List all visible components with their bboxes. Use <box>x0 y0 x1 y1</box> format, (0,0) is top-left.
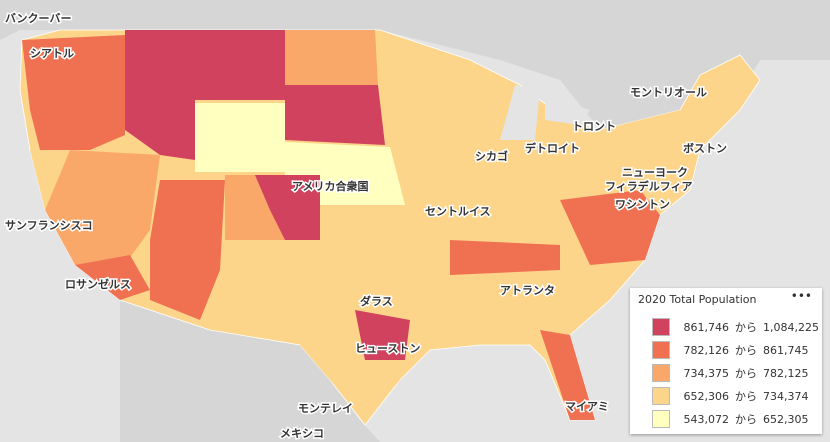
city-label: ロサンゼルス <box>65 277 131 291</box>
city-label: ワシントン <box>615 198 670 211</box>
legend: 2020 Total Population ••• 861,746 から 1,084… <box>630 288 822 434</box>
mexico <box>120 300 380 442</box>
region <box>150 180 225 320</box>
legend-row: 734,375 から 782,125 <box>652 362 809 384</box>
city-label: デトロイト <box>525 141 580 155</box>
region <box>30 150 70 210</box>
legend-to: 782,125 <box>763 366 809 380</box>
legend-from: 861,746 <box>683 320 730 334</box>
region <box>195 103 285 172</box>
city-label: ダラス <box>360 294 393 308</box>
legend-sep: から <box>735 413 757 426</box>
legend-sep: から <box>735 344 757 357</box>
city-label: マイアミ <box>565 400 609 413</box>
region <box>600 110 700 170</box>
region <box>390 70 475 145</box>
legend-sep: から <box>735 321 757 334</box>
legend-from: 543,072 <box>683 412 730 426</box>
region <box>285 30 378 85</box>
region <box>125 30 285 160</box>
legend-row: 861,746 から 1,084,225 <box>652 316 819 338</box>
legend-to: 734,374 <box>763 389 809 403</box>
city-label: サンフランシスコ <box>5 219 93 232</box>
legend-sep: から <box>735 367 757 380</box>
region <box>450 240 560 275</box>
legend-to: 861,745 <box>763 343 809 357</box>
legend-swatch <box>652 387 670 405</box>
city-label: バンクーバー <box>5 12 71 25</box>
lake <box>545 95 590 125</box>
region <box>22 35 125 150</box>
legend-swatch <box>652 318 670 336</box>
region <box>285 142 405 205</box>
city-label: アメリカ合衆国 <box>292 179 368 193</box>
legend-swatch <box>652 341 670 359</box>
city-label: フィラデルフィア <box>605 179 693 193</box>
legend-title: 2020 Total Population <box>638 293 757 306</box>
city-label: ヒューストン <box>355 342 420 355</box>
legend-swatch <box>652 410 670 428</box>
legend-row: 652,306 から 734,374 <box>652 385 809 407</box>
region <box>45 150 160 285</box>
legend-from: 734,375 <box>683 366 730 380</box>
legend-from: 652,306 <box>683 389 730 403</box>
city-label: ボストン <box>683 141 727 155</box>
city-label: セントルイス <box>425 205 491 218</box>
region <box>560 190 660 265</box>
legend-row: 782,126 から 861,745 <box>652 339 809 361</box>
city-label: トロント <box>572 120 616 133</box>
city-label: モンテレイ <box>298 402 353 415</box>
region <box>75 255 150 300</box>
city-label: アトランタ <box>500 284 555 297</box>
region <box>285 85 385 145</box>
legend-to: 1,084,225 <box>763 320 819 334</box>
city-label: シカゴ <box>475 149 508 163</box>
city-label: シアトル <box>30 47 74 60</box>
canada <box>0 0 830 130</box>
legend-sep: から <box>735 390 757 403</box>
region <box>255 175 320 240</box>
legend-menu[interactable]: ••• <box>790 289 812 303</box>
city-label: メキシコ <box>280 427 324 440</box>
legend-row: 543,072 から 652,305 <box>652 408 809 430</box>
legend-swatch <box>652 364 670 382</box>
city-label: ニューヨーク <box>622 166 688 179</box>
region <box>355 310 410 360</box>
city-label: モントリオール <box>630 86 707 99</box>
lake <box>500 85 540 140</box>
legend-from: 782,126 <box>683 343 730 357</box>
region <box>540 330 595 420</box>
legend-to: 652,305 <box>763 412 809 426</box>
